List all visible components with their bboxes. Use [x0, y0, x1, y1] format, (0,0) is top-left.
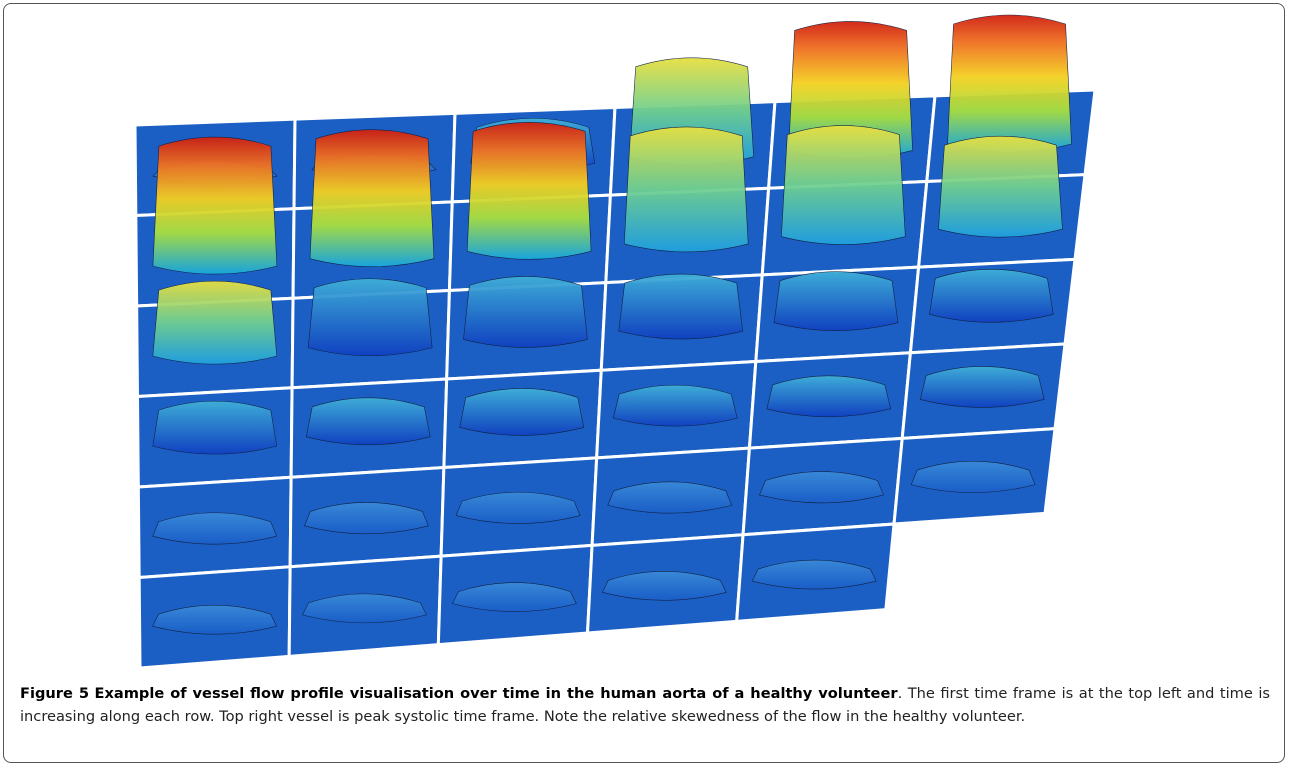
flow-profile: [463, 276, 587, 347]
flow-profile: [467, 122, 591, 259]
flow-profile: [767, 376, 891, 417]
figure-label: Figure 5: [20, 685, 89, 702]
figure-image: [0, 0, 1290, 680]
flow-profile: [619, 274, 743, 339]
flow-profile: [774, 272, 898, 331]
flow-profile: [613, 385, 737, 426]
flow-profile: [308, 279, 432, 356]
flow-profile: [153, 281, 277, 364]
flow-profile: [938, 136, 1062, 237]
flow-profile: [948, 15, 1072, 152]
flow-profile: [929, 269, 1053, 322]
flow-profile: [310, 130, 434, 267]
page: Figure 5 Example of vessel flow profile …: [0, 0, 1290, 767]
flow-profile: [920, 366, 1044, 407]
figure-title: Example of vessel flow profile visualisa…: [95, 685, 898, 702]
figure-caption: Figure 5 Example of vessel flow profile …: [20, 682, 1270, 728]
flow-profile: [153, 401, 277, 454]
flow-profile: [624, 127, 748, 252]
flow-profile: [460, 388, 584, 435]
flow-profile: [306, 398, 430, 445]
flow-profile: [781, 126, 905, 245]
flow-profile: [153, 137, 277, 274]
